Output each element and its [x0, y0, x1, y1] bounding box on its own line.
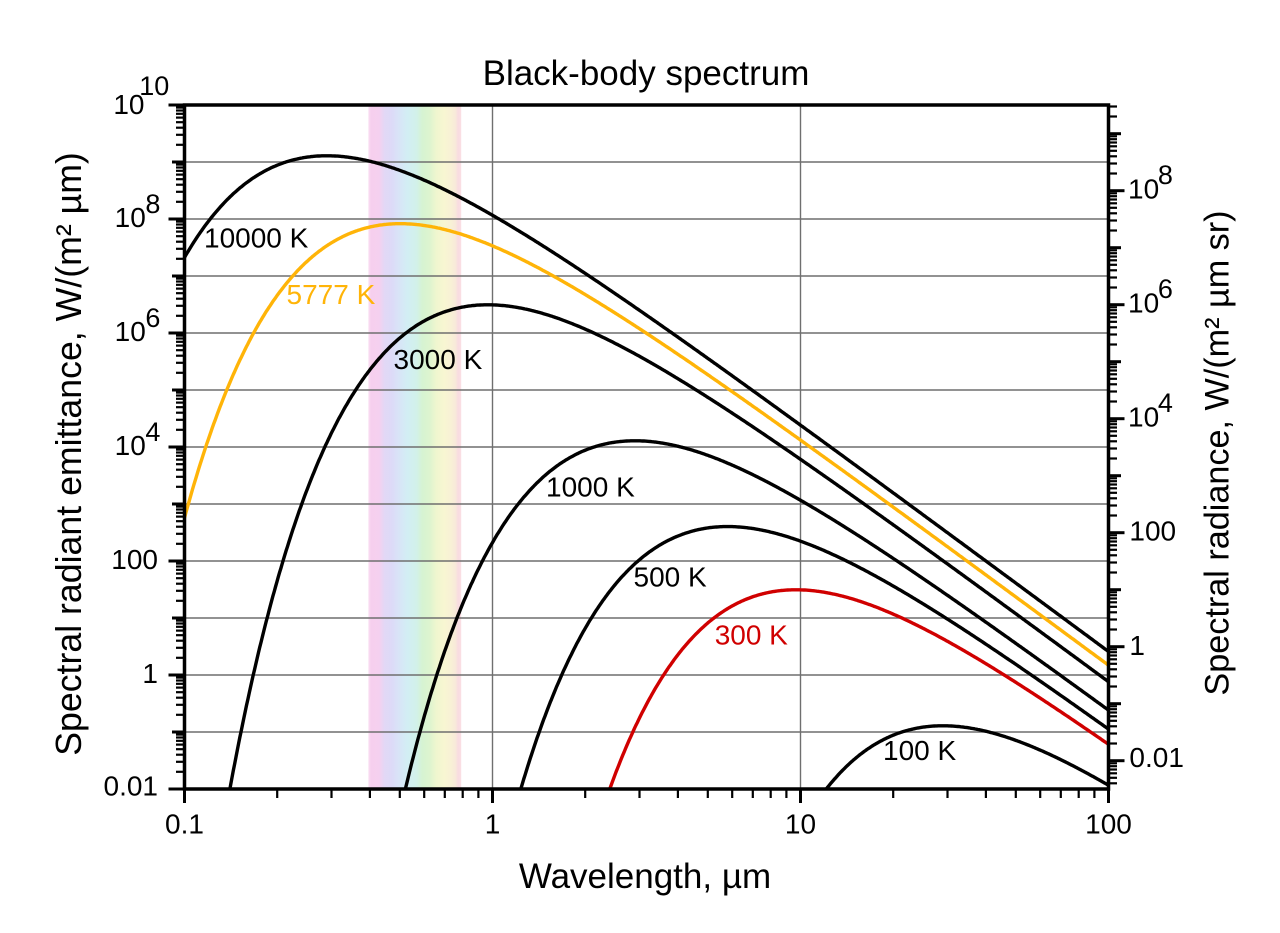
svg-text:6: 6 [1158, 274, 1173, 304]
svg-text:10: 10 [115, 316, 146, 347]
svg-text:1: 1 [1129, 630, 1145, 661]
svg-text:100: 100 [1085, 809, 1132, 840]
svg-text:300 K: 300 K [715, 620, 788, 651]
svg-text:1000 K: 1000 K [546, 472, 635, 503]
svg-text:10: 10 [139, 71, 169, 101]
svg-text:10: 10 [1128, 402, 1159, 433]
svg-text:10: 10 [1128, 288, 1159, 319]
svg-text:8: 8 [145, 189, 160, 219]
svg-text:10: 10 [115, 430, 146, 461]
svg-text:100 K: 100 K [883, 735, 956, 766]
svg-text:10: 10 [113, 89, 144, 120]
svg-text:100: 100 [1129, 516, 1176, 547]
svg-text:1: 1 [142, 658, 158, 689]
svg-text:Black-body spectrum: Black-body spectrum [483, 54, 810, 93]
svg-text:Spectral radiance, W/(m² µm sr: Spectral radiance, W/(m² µm sr) [1199, 210, 1237, 695]
svg-text:Wavelength, µm: Wavelength, µm [519, 857, 771, 896]
svg-text:4: 4 [145, 417, 160, 447]
svg-text:3000 K: 3000 K [394, 344, 483, 375]
svg-text:10000 K: 10000 K [204, 223, 309, 254]
svg-text:10: 10 [1128, 174, 1159, 205]
svg-text:10: 10 [785, 809, 816, 840]
svg-text:6: 6 [145, 303, 160, 333]
svg-text:100: 100 [111, 544, 158, 575]
svg-text:10: 10 [115, 202, 146, 233]
svg-text:500 K: 500 K [634, 561, 707, 592]
svg-text:Spectral radiant emittance, W/: Spectral radiant emittance, W/(m² µm) [49, 152, 89, 756]
svg-text:0.01: 0.01 [1129, 742, 1184, 773]
svg-text:0.01: 0.01 [104, 771, 159, 802]
svg-text:0.1: 0.1 [165, 809, 204, 840]
svg-text:1: 1 [485, 809, 501, 840]
svg-text:4: 4 [1158, 388, 1173, 418]
svg-text:5777 K: 5777 K [287, 279, 376, 310]
svg-text:8: 8 [1158, 160, 1173, 190]
